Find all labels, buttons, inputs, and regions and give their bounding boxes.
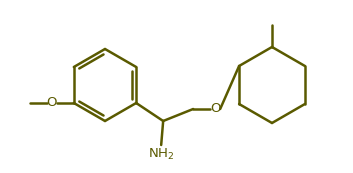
Text: O: O — [210, 102, 220, 116]
Text: NH$_2$: NH$_2$ — [148, 147, 174, 162]
Text: O: O — [47, 97, 57, 110]
